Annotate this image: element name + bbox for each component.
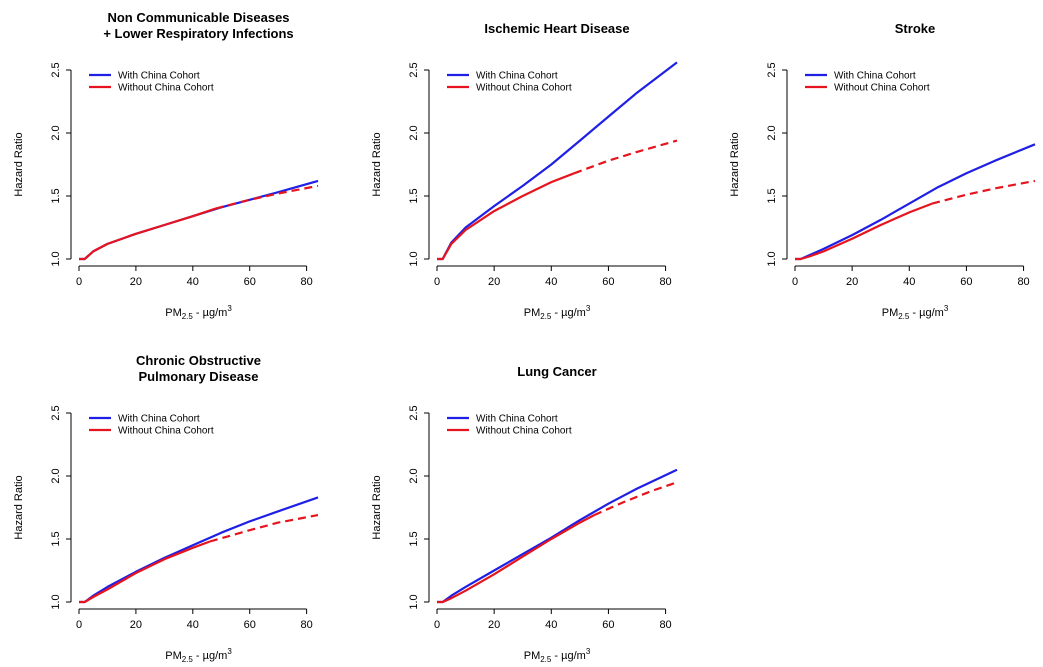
x-tick-label: 80 [659,276,671,288]
x-tick-label: 20 [488,619,500,631]
y-tick-label: 2.5 [408,405,420,420]
legend-label: Without China Cohort [118,426,214,437]
x-tick-label: 20 [130,276,142,288]
x-axis-label: PM2.5 - µg/m3 [524,647,591,664]
legend-label: Without China Cohort [834,83,930,94]
x-axis-label: PM2.5 - µg/m3 [882,304,949,321]
panel-title-line: Non Communicable Diseases [107,10,289,25]
x-tick-label: 20 [488,276,500,288]
y-tick-label: 1.0 [766,251,778,266]
y-tick-label: 1.0 [408,251,420,266]
panel-3: Stroke 0 20 40 60 80 1.0 1.5 2.0 2.5 Hazard Ratio P… [729,21,1036,321]
y-tick-label: 2.0 [50,468,62,483]
x-tick-label: 60 [602,619,614,631]
legend-label: With China Cohort [118,414,200,425]
y-tick-label: 1.5 [408,188,420,203]
y-axis-label: Hazard Ratio [13,132,25,196]
series-line-without-china-dashed [209,514,319,543]
x-tick-label: 0 [76,276,82,288]
x-tick-label: 60 [244,276,256,288]
panel-title-line: Ischemic Heart Disease [484,21,629,36]
x-tick-label: 80 [659,619,671,631]
y-axis-label: Hazard Ratio [729,132,741,196]
series-line-without-china-dashed [573,139,678,175]
panel-5: Lung Cancer 0 20 40 60 80 1.0 1.5 2.0 2.5 Hazard R… [371,364,678,664]
x-tick-label: 60 [960,276,972,288]
x-axis-label: PM2.5 - µg/m3 [524,304,591,321]
panel-title-line: Stroke [895,21,935,36]
legend-label: With China Cohort [834,71,916,82]
y-axis-label: Hazard Ratio [371,132,383,196]
y-tick-label: 1.5 [766,188,778,203]
x-tick-label: 20 [846,276,858,288]
series-line-without-china-dashed [215,184,319,210]
y-tick-label: 1.0 [50,251,62,266]
x-tick-label: 40 [545,276,557,288]
series-line-without-china-dashed [593,481,678,517]
y-axis-label: Hazard Ratio [13,475,25,539]
y-tick-label: 2.0 [408,468,420,483]
y-tick-label: 1.5 [50,188,62,203]
y-tick-label: 1.0 [408,594,420,609]
x-tick-label: 60 [244,619,256,631]
x-tick-label: 0 [76,619,82,631]
y-tick-label: 2.5 [766,62,778,77]
x-tick-label: 80 [300,276,312,288]
x-tick-label: 0 [434,276,440,288]
y-tick-label: 1.0 [50,594,62,609]
legend-label: Without China Cohort [476,83,572,94]
series-line-without-china [79,207,216,261]
legend-label: Without China Cohort [476,426,572,437]
panel-1: Non Communicable Diseases+ Lower Respira… [13,10,319,321]
x-tick-label: 40 [187,276,199,288]
x-tick-label: 60 [602,276,614,288]
series-line-without-china [79,540,211,604]
x-tick-label: 40 [187,619,199,631]
x-tick-label: 80 [1017,276,1029,288]
panel-title-line: + Lower Respiratory Infections [103,26,293,41]
x-tick-label: 40 [545,619,557,631]
y-tick-label: 2.0 [408,125,420,140]
y-tick-label: 2.5 [50,62,62,77]
legend-label: With China Cohort [476,71,558,82]
panel-title-line: Lung Cancer [517,364,596,379]
x-axis-label: PM2.5 - µg/m3 [165,304,232,321]
y-tick-label: 1.5 [50,531,62,546]
panel-title-line: Pulmonary Disease [139,369,259,384]
series-line-without-china [795,202,933,261]
series-line-with-china [795,143,1036,261]
legend-label: Without China Cohort [118,83,214,94]
x-tick-label: 20 [130,619,142,631]
legend-label: With China Cohort [476,414,558,425]
panel-title-line: Chronic Obstructive [136,353,261,368]
y-tick-label: 2.0 [50,125,62,140]
legend-label: With China Cohort [118,71,200,82]
y-tick-label: 1.5 [408,531,420,546]
x-tick-label: 80 [300,619,312,631]
series-line-with-china [437,468,678,604]
x-tick-label: 0 [434,619,440,631]
series-line-without-china [437,514,595,604]
y-axis-label: Hazard Ratio [371,475,383,539]
x-tick-label: 0 [792,276,798,288]
y-tick-label: 2.5 [408,62,420,77]
panel-2: Ischemic Heart Disease 0 20 40 60 80 1.0 1.5 2.0… [371,21,678,321]
x-tick-label: 40 [903,276,915,288]
series-line-without-china [437,172,575,261]
series-line-without-china-dashed [931,179,1036,205]
x-axis-label: PM2.5 - µg/m3 [165,647,232,664]
y-tick-label: 2.5 [50,405,62,420]
y-tick-label: 2.0 [766,125,778,140]
